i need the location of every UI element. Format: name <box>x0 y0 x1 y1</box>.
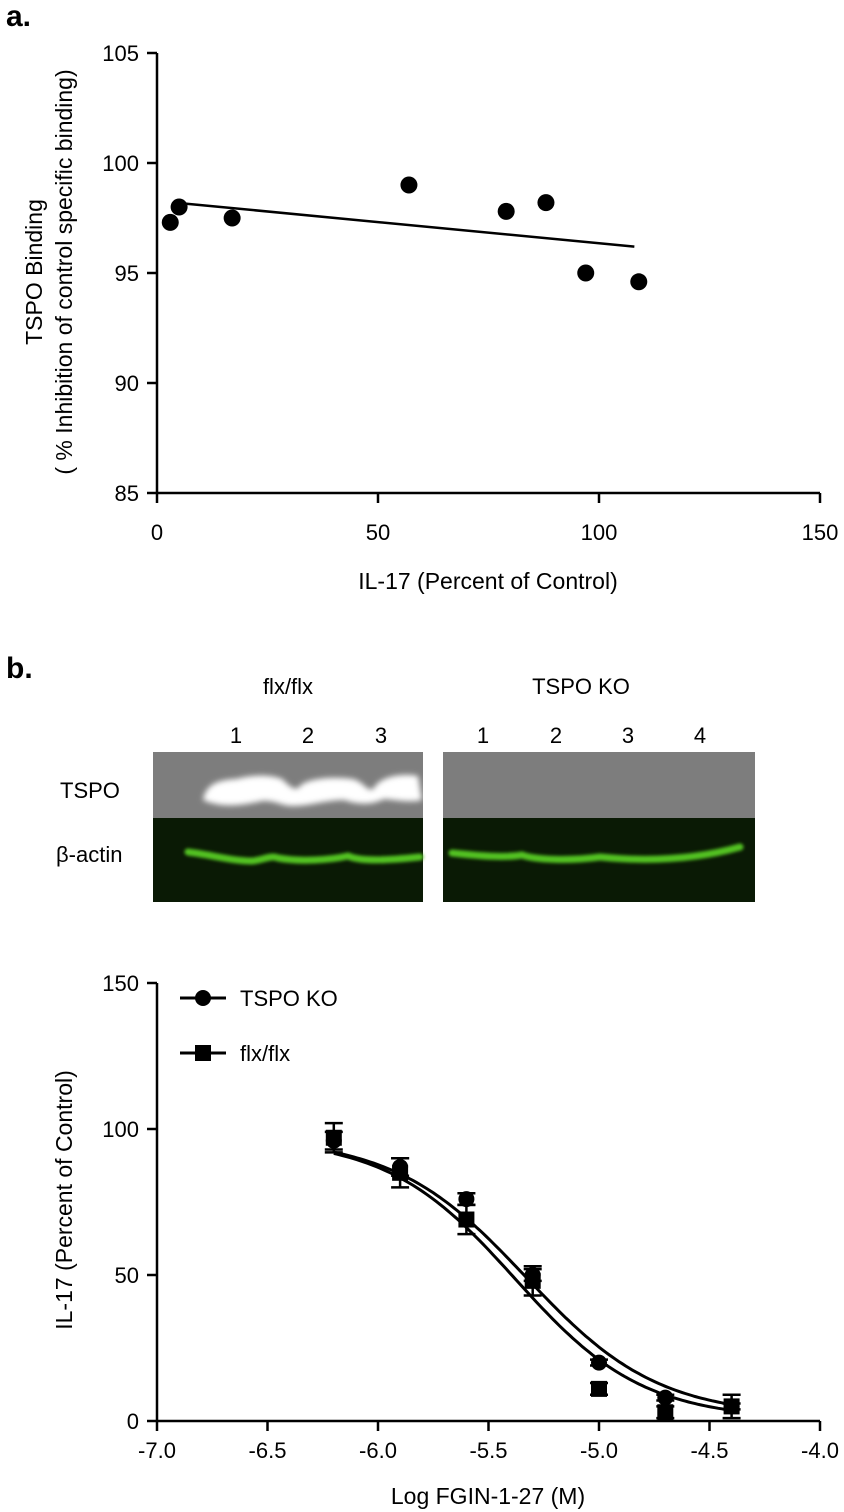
western-blot: flx/flx TSPO KO 1 2 3 1 2 3 4 TSPO β-act… <box>56 674 755 902</box>
chart-b-x-tick-label: -7.0 <box>138 1438 176 1463</box>
chart-a-y-tick-label: 105 <box>102 41 139 66</box>
chart-a-x-tick-label: 100 <box>581 520 618 545</box>
chart-b-y-tick-label: 50 <box>115 1263 139 1288</box>
blot-tspo-band-flx <box>203 775 422 806</box>
chart-b-y-tick-label: 0 <box>127 1409 139 1434</box>
chart-b: 0 50 100 150 -7.0 -6.5 -6.0 -5.5 -5.0 -4.5 -4.0 T… <box>51 971 839 1509</box>
legend-marker-square <box>195 1045 211 1061</box>
chart-b-y-ticks: 0 50 100 150 <box>102 971 157 1434</box>
blot-lane-ko-2: 2 <box>550 723 562 748</box>
chart-a-x-tick-label: 150 <box>802 520 839 545</box>
chart-b-point-square <box>723 1398 740 1415</box>
chart-b-x-ticks: -7.0 -6.5 -6.0 -5.5 -5.0 -4.5 -4.0 <box>138 1421 839 1463</box>
chart-a-point <box>497 202 515 220</box>
legend-label-tspo-ko: TSPO KO <box>240 986 338 1011</box>
chart-b-point-square <box>458 1211 475 1228</box>
legend-label-flx-flx: flx/flx <box>240 1041 290 1066</box>
chart-a-y-tick-label: 90 <box>115 371 139 396</box>
chart-a-y-tick-label: 100 <box>102 151 139 176</box>
chart-a-x-tick-label: 0 <box>151 520 163 545</box>
chart-b-x-tick-label: -5.0 <box>580 1438 618 1463</box>
chart-a-y-ticks: 85 90 95 100 105 <box>102 41 157 506</box>
blot-lane-flx-2: 2 <box>302 723 314 748</box>
chart-a-x-tick-label: 50 <box>366 520 390 545</box>
chart-a-point <box>170 198 188 216</box>
chart-b-x-tick-label: -6.5 <box>249 1438 287 1463</box>
blot-lane-flx-3: 3 <box>375 723 387 748</box>
chart-b-y-tick-label: 150 <box>102 971 139 996</box>
blot-lane-flx-1: 1 <box>230 723 242 748</box>
chart-a-y-tick-label: 95 <box>115 261 139 286</box>
chart-a-point <box>161 213 179 231</box>
chart-b-point-square <box>524 1272 541 1289</box>
chart-b-y-label: IL-17 (Percent of Control) <box>51 1070 77 1330</box>
legend-marker-circle <box>195 990 211 1006</box>
chart-a: 85 90 95 100 105 0 50 100 150 IL-17 (Percent of… <box>21 41 838 594</box>
chart-b-x-tick-label: -5.5 <box>470 1438 508 1463</box>
blot-tspo-membrane-ko <box>443 752 755 818</box>
chart-a-y-tick-label: 85 <box>115 481 139 506</box>
blot-lane-ko-3: 3 <box>622 723 634 748</box>
blot-row-label-tspo: TSPO <box>60 778 120 803</box>
blot-group-label-flx: flx/flx <box>263 674 313 699</box>
chart-a-points <box>161 176 648 291</box>
chart-a-point <box>400 176 418 194</box>
chart-a-y-label-line1: TSPO Binding <box>21 199 47 345</box>
chart-b-point-square <box>591 1380 607 1397</box>
blot-group-label-ko: TSPO KO <box>532 674 630 699</box>
blot-row-label-actin: β-actin <box>56 842 122 867</box>
chart-a-point <box>223 209 241 227</box>
chart-b-x-tick-label: -4.5 <box>691 1438 729 1463</box>
chart-b-x-tick-label: -6.0 <box>359 1438 397 1463</box>
chart-b-point-circle <box>458 1191 475 1208</box>
chart-b-point-square <box>325 1129 342 1146</box>
chart-a-x-ticks: 0 50 100 150 <box>151 493 838 545</box>
chart-a-trendline <box>174 201 635 248</box>
chart-b-x-label: Log FGIN-1-27 (M) <box>391 1483 585 1509</box>
chart-b-point-square <box>392 1164 409 1181</box>
chart-a-point <box>630 273 648 291</box>
blot-lane-ko-4: 4 <box>694 723 706 748</box>
chart-a-x-label: IL-17 (Percent of Control) <box>358 568 618 594</box>
chart-b-series <box>324 1121 741 1421</box>
chart-a-point <box>577 264 595 282</box>
panel-b-label: b. <box>6 652 33 685</box>
chart-a-trendline-group <box>174 201 635 248</box>
chart-b-y-tick-label: 100 <box>102 1117 139 1142</box>
chart-a-point <box>537 194 555 212</box>
chart-a-y-label-line2: ( % Inhibition of control specific bindi… <box>51 69 77 474</box>
chart-b-legend: TSPO KO flx/flx <box>180 986 338 1066</box>
chart-b-x-tick-label: -4.0 <box>801 1438 839 1463</box>
blot-lane-ko-1: 1 <box>477 723 489 748</box>
blot-actin-band-ko <box>448 843 744 863</box>
chart-b-point-square <box>657 1404 674 1421</box>
panel-a-label: a. <box>6 0 31 33</box>
blot-actin-band-flx <box>184 848 424 865</box>
